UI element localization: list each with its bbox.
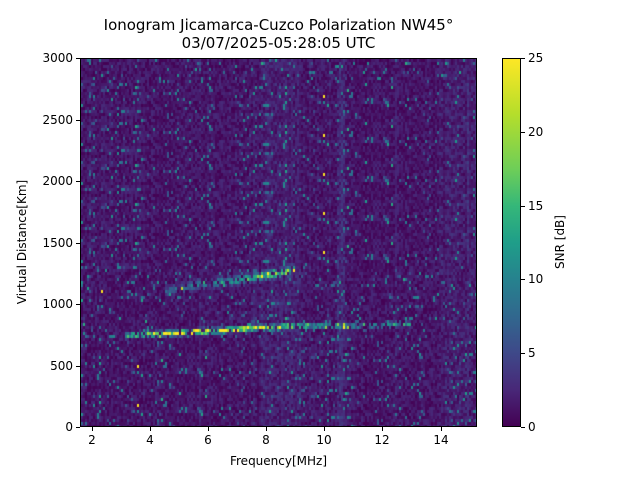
y-tick-mark [76,58,80,59]
x-tick-label: 12 [374,433,390,447]
colorbar-tick-label: 25 [528,51,544,65]
ionogram-heatmap [81,59,476,426]
colorbar-tick-label: 0 [528,420,536,434]
colorbar [502,58,521,427]
colorbar-tick-mark [521,58,525,59]
colorbar-tick-label: 10 [528,272,544,286]
chart-title: Ionogram Jicamarca-Cuzco Polarization NW… [80,16,477,52]
y-tick-mark [76,427,80,428]
x-tick-mark [441,427,442,431]
x-tick-label: 2 [88,433,96,447]
colorbar-tick-mark [521,279,525,280]
y-tick-label: 2500 [42,113,73,127]
y-tick-mark [76,366,80,367]
y-tick-mark [76,243,80,244]
y-tick-mark [76,304,80,305]
colorbar-tick-mark [521,132,525,133]
x-tick-label: 4 [146,433,154,447]
colorbar-tick-label: 5 [528,346,536,360]
y-tick-mark [76,181,80,182]
x-tick-label: 6 [204,433,212,447]
x-tick-mark [324,427,325,431]
y-tick-label: 1500 [42,236,73,250]
x-tick-mark [92,427,93,431]
chart-title-main: Ionogram Jicamarca-Cuzco Polarization NW… [103,16,454,34]
colorbar-tick-mark [521,206,525,207]
y-tick-label: 500 [50,359,73,373]
heatmap-plot-area [80,58,477,427]
colorbar-tick-label: 15 [528,199,544,213]
x-tick-label: 8 [262,433,270,447]
y-axis-label: Virtual Distance[Km] [15,179,29,305]
x-tick-mark [382,427,383,431]
y-tick-label: 3000 [42,51,73,65]
y-tick-mark [76,120,80,121]
colorbar-tick-label: 20 [528,125,544,139]
x-tick-mark [266,427,267,431]
x-tick-mark [208,427,209,431]
colorbar-tick-mark [521,427,525,428]
x-axis-label: Frequency[MHz] [229,454,328,468]
x-tick-label: 14 [433,433,449,447]
colorbar-tick-mark [521,353,525,354]
x-tick-label: 10 [316,433,332,447]
y-tick-label: 2000 [42,174,73,188]
x-tick-mark [150,427,151,431]
y-tick-label: 1000 [42,297,73,311]
y-tick-label: 0 [65,420,73,434]
colorbar-label: SNR [dB] [553,215,567,269]
chart-subtitle-timestamp: 03/07/2025-05:28:05 UTC [181,34,376,52]
